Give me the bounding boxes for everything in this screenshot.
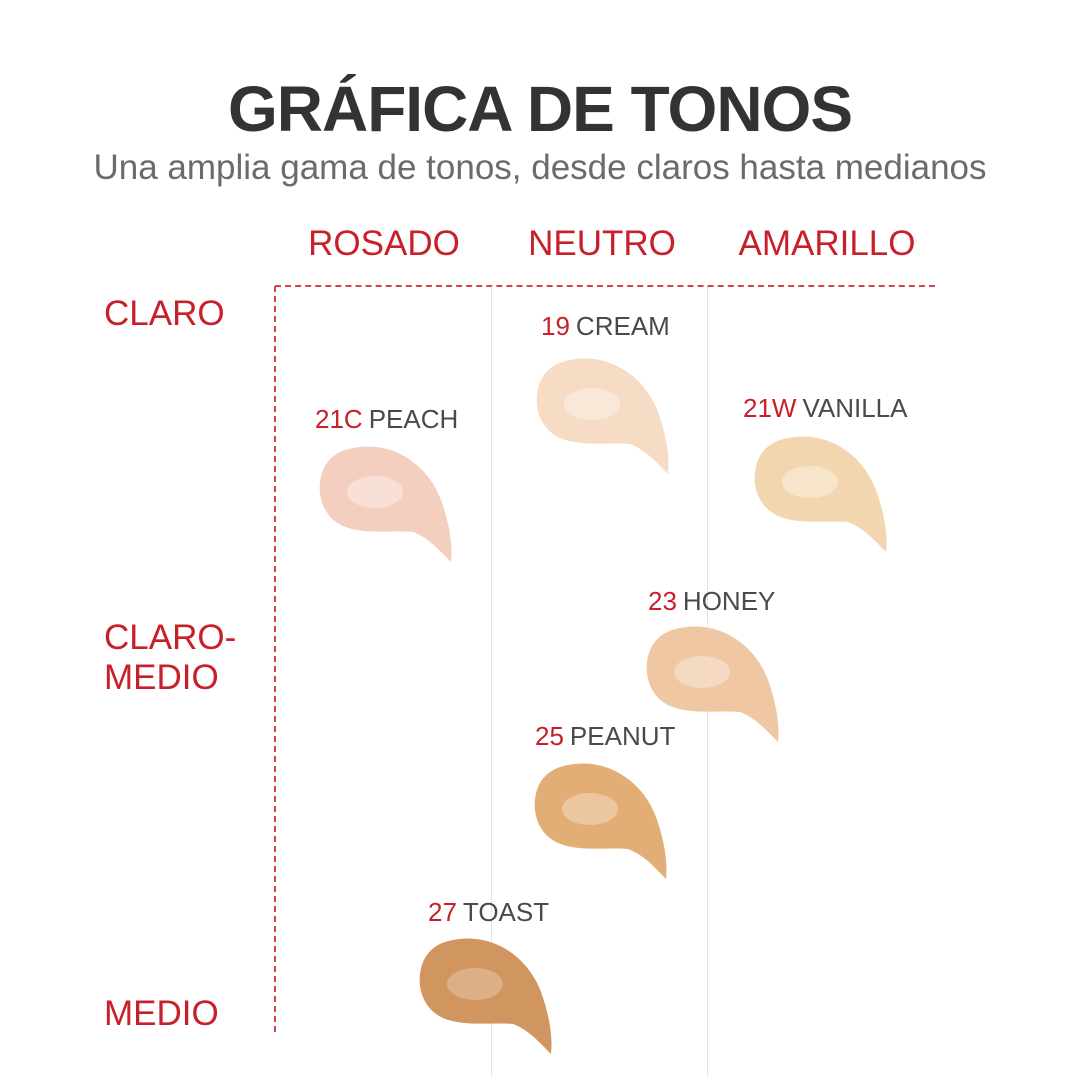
shade-name: CREAM [575, 311, 670, 341]
row-header-claro-medio-line1: CLARO- [104, 618, 237, 657]
swatch-cream [536, 358, 669, 474]
column-header-amarillo: AMARILLO [738, 224, 916, 263]
swatch-peanut [534, 763, 667, 879]
shade-label-vanilla: 21W VANILLA [743, 393, 907, 424]
row-header-claro-medio: CLARO- MEDIO [104, 618, 236, 698]
shade-code: 25 [535, 721, 564, 751]
row-header-claro: CLARO [104, 294, 225, 333]
swatch-shape [419, 938, 552, 1054]
swatch-toast [419, 938, 552, 1054]
page-subtitle: Una amplia gama de tonos, desde claros h… [93, 148, 987, 187]
row-header-claro-medio-line2: MEDIO [104, 658, 219, 697]
header-divider-line [275, 285, 935, 287]
swatch-shape [534, 763, 667, 879]
shade-name: PEANUT [569, 721, 676, 751]
shade-code: 21C [315, 404, 363, 434]
row-divider-line [274, 286, 276, 1032]
column-header-rosado: ROSADO [308, 224, 460, 263]
shade-label-peach: 21C PEACH [315, 404, 458, 435]
shade-name: TOAST [462, 897, 550, 927]
swatch-vanilla [754, 436, 887, 552]
shade-code: 19 [541, 311, 570, 341]
swatch-shape [646, 626, 779, 742]
row-header-medio: MEDIO [104, 994, 219, 1033]
shade-name: HONEY [682, 586, 776, 616]
shade-code: 23 [648, 586, 677, 616]
swatch-shape [536, 358, 669, 474]
swatch-honey [646, 626, 779, 742]
shade-label-peanut: 25 PEANUT [535, 721, 675, 752]
shade-code: 21W [743, 393, 797, 423]
swatch-shape [319, 446, 452, 562]
shade-code: 27 [428, 897, 457, 927]
shade-label-toast: 27 TOAST [428, 897, 549, 928]
shade-name: VANILLA [802, 393, 908, 423]
page-title: GRÁFICA DE TONOS [227, 73, 853, 145]
swatch-peach [319, 446, 452, 562]
shade-label-cream: 19 CREAM [541, 311, 670, 342]
column-header-neutro: NEUTRO [528, 224, 676, 263]
swatch-shape [754, 436, 887, 552]
shade-name: PEACH [368, 404, 459, 434]
column-divider-neutro [491, 286, 492, 1076]
shade-label-honey: 23 HONEY [648, 586, 775, 617]
